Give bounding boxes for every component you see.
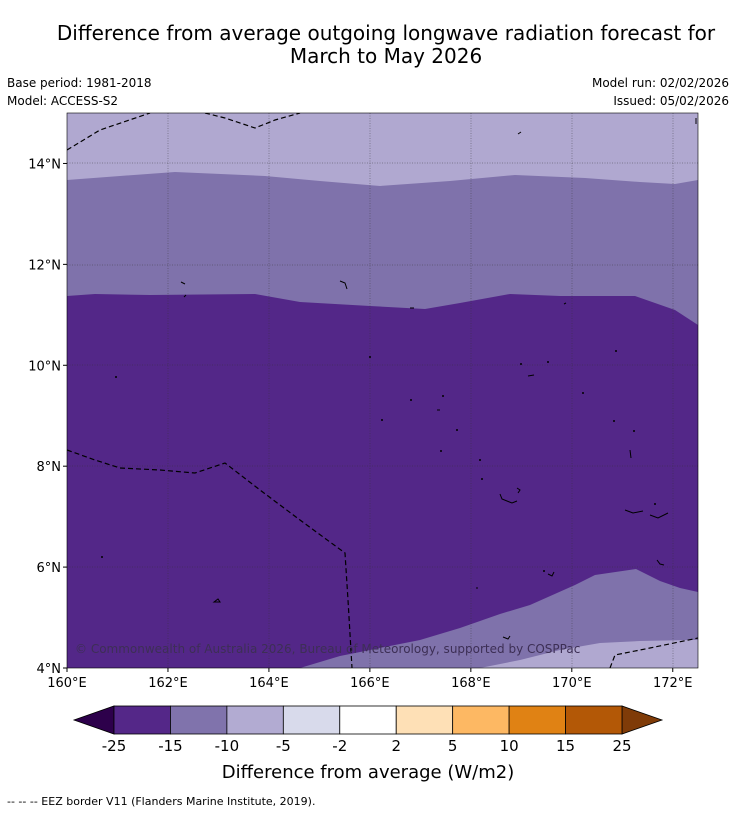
- copyright-text: © Commonwealth of Australia 2026, Bureau…: [75, 642, 580, 656]
- colorbar-swatch: [508, 705, 566, 735]
- eez-borders: [67, 113, 698, 668]
- colorbar-tick-label: 10: [500, 737, 519, 755]
- title-line-1: Difference from average outgoing longwav…: [56, 21, 716, 45]
- colorbar-tick-label: 15: [556, 737, 575, 755]
- colorbar-swatch: [226, 705, 284, 735]
- map-plot-area: © Commonwealth of Australia 2026, Bureau…: [67, 113, 698, 668]
- lat-tick-label: 6°N: [37, 561, 62, 576]
- lon-tick-label: 160°E: [47, 676, 87, 691]
- lon-tick-label: 168°E: [451, 676, 491, 691]
- colorbar-tick-label: -2: [332, 737, 347, 755]
- colorbar-tick-label: -5: [276, 737, 291, 755]
- issued-date: Issued: 05/02/2026: [613, 94, 729, 108]
- lat-tick-label: 14°N: [28, 157, 61, 172]
- lon-tick-label: 162°E: [148, 676, 188, 691]
- lon-tick-label: 166°E: [350, 676, 390, 691]
- colorbar-swatch: [282, 705, 341, 735]
- lon-tick-label: 164°E: [249, 676, 289, 691]
- lon-tick-label: 170°E: [552, 676, 592, 691]
- colorbar-tick-label: 25: [612, 737, 631, 755]
- meta-right: Model run: 02/02/2026 Issued: 05/02/2026: [592, 74, 729, 110]
- band-dark-purple: [67, 294, 698, 668]
- colorbar-tick-label: -15: [158, 737, 183, 755]
- map-axes: 160°E 162°E 164°E 166°E 168°E 170°E 172°E 4°N 6°…: [28, 112, 699, 691]
- colorbar-tick-label: 5: [448, 737, 458, 755]
- colorbar-label: Difference from average (W/m2): [222, 762, 514, 783]
- meta-left: Base period: 1981-2018 Model: ACCESS-S2: [7, 74, 152, 110]
- colorbar-swatch: [452, 705, 510, 735]
- eez-legend-note: -- -- -- EEZ border V11 (Flanders Marine…: [7, 795, 316, 808]
- model-name: Model: ACCESS-S2: [7, 94, 119, 108]
- colorbar-swatch: [565, 705, 623, 735]
- lat-tick-label: 4°N: [37, 662, 62, 677]
- model-run: Model run: 02/02/2026: [591, 76, 729, 90]
- colorbar-under-arrow: [72, 705, 115, 735]
- colorbar-swatch: [339, 705, 397, 735]
- colorbar-over-arrow: [621, 705, 664, 735]
- lon-tick-label: 172°E: [653, 676, 693, 691]
- map-frame: [66, 112, 699, 669]
- colorbar-swatch: [113, 705, 171, 735]
- lat-tick-label: 8°N: [37, 460, 62, 475]
- colorbar-tick-label: -25: [102, 737, 127, 755]
- base-period: Base period: 1981-2018: [7, 76, 152, 90]
- colorbar-swatch: [170, 705, 228, 735]
- map-figure: © Commonwealth of Australia 2026, Bureau…: [28, 112, 699, 783]
- colorbar-swatch: [395, 705, 454, 735]
- islets: [101, 350, 656, 572]
- islands: [180, 118, 697, 640]
- lat-tick-label: 10°N: [28, 359, 61, 374]
- colorbar-tick-label: -10: [215, 737, 240, 755]
- graticule: [67, 113, 698, 668]
- lat-tick-label: 12°N: [28, 258, 61, 273]
- chart-title: Difference from average outgoing longwav…: [0, 22, 736, 68]
- title-line-2: March to May 2026: [289, 44, 483, 68]
- colorbar-tick-label: 2: [391, 737, 401, 755]
